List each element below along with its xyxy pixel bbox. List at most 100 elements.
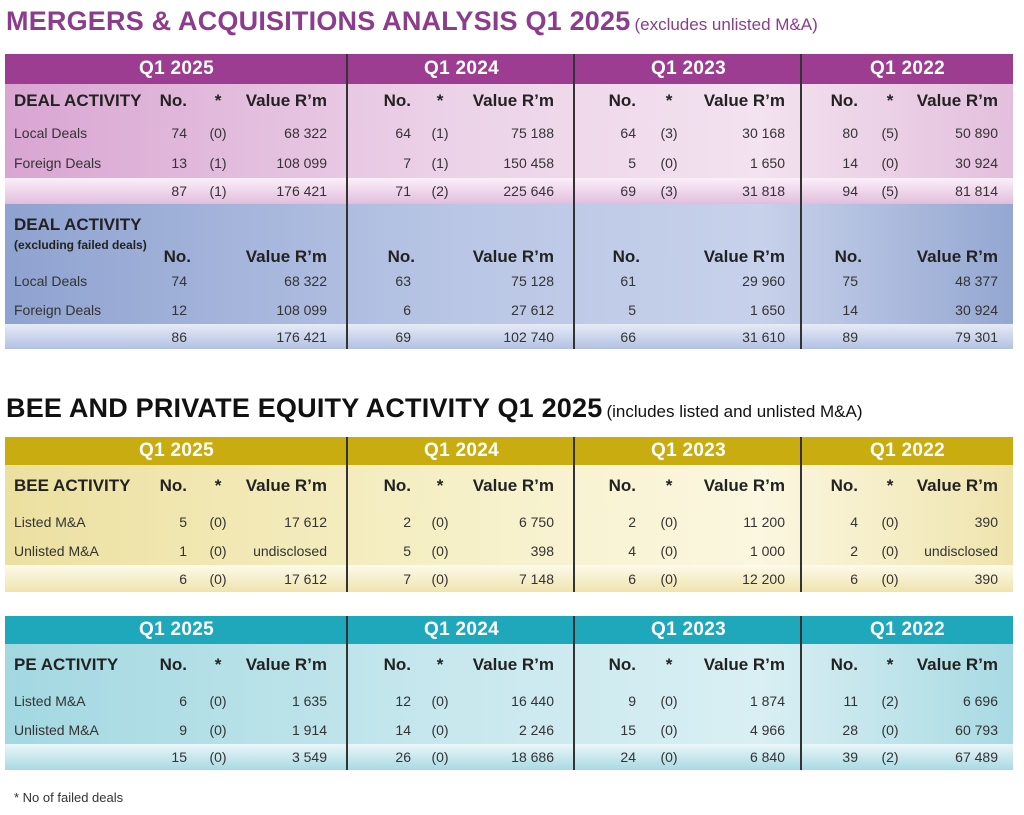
total-value: 176 421 (276, 183, 327, 199)
year-header-row: Q1 2025 Q1 2024 Q1 2023 Q1 2022 (5, 54, 1013, 84)
failed-count: (0) (881, 155, 899, 171)
deal-count: 15 (620, 721, 636, 738)
total-count: 71 (395, 183, 411, 199)
no-header: No. (830, 91, 858, 110)
deal-count: 9 (179, 721, 187, 738)
deal-value: 1 635 (291, 692, 327, 709)
deal-value: 50 890 (955, 125, 998, 141)
section-label: DEAL ACTIVITY (14, 91, 142, 110)
failed-count: (0) (209, 125, 227, 141)
deal-count: 14 (842, 155, 858, 171)
total-count: 6 (179, 570, 187, 587)
failed-count: (0) (209, 721, 227, 738)
failed-count: (0) (660, 721, 678, 738)
deal-count: 75 (842, 272, 858, 289)
value-header: Value R’m (916, 476, 998, 495)
year-label: Q1 2025 (139, 440, 214, 461)
total-count: 39 (842, 749, 858, 765)
failed-header: * (214, 476, 222, 495)
deal-value: 75 128 (511, 272, 554, 289)
deal-count: 2 (850, 542, 858, 559)
row-label: Foreign Deals (14, 301, 102, 318)
failed-count: (1) (431, 155, 449, 171)
total-failed: (0) (209, 749, 227, 765)
year-label: Q1 2023 (651, 440, 726, 461)
value-header: Value R’m (916, 91, 998, 110)
no-header: No. (612, 247, 640, 266)
total-value: 31 818 (742, 183, 785, 199)
value-header: Value R’m (472, 247, 554, 266)
ma-title-note: (excludes unlisted M&A) (634, 15, 818, 34)
deal-value: 68 322 (284, 125, 327, 141)
year-label: Q1 2024 (424, 440, 499, 461)
section-label-sub: (excluding failed deals) (14, 238, 147, 252)
total-value: 31 610 (742, 328, 785, 345)
no-header: No. (383, 91, 411, 110)
deal-value: 1 650 (749, 301, 785, 318)
section-label-main: DEAL ACTIVITY (14, 215, 142, 234)
deal-value: 17 612 (284, 513, 327, 530)
table-row: Unlisted M&A 1 (0) undisclosed 5 (0) 398 4 (0) 1 … (5, 536, 1013, 565)
total-row: 15 (0) 3 549 26 (0) 18 686 24 (0) 6 840 39 (2) 67 4… (5, 744, 1013, 770)
deal-value: 4 966 (749, 721, 785, 738)
footnote: * No of failed deals (14, 790, 124, 805)
deal-value: 16 440 (511, 692, 554, 709)
value-header: Value R’m (703, 655, 785, 674)
failed-count: (0) (431, 513, 449, 530)
failed-count: (2) (881, 692, 899, 709)
failed-header: * (886, 655, 894, 674)
pe-table: Q1 2025 Q1 2024 Q1 2023 Q1 2022 PE ACTIVITY N… (5, 616, 1013, 770)
deal-count: 12 (171, 301, 187, 318)
total-value: 67 489 (955, 749, 998, 765)
row-label: Listed M&A (14, 692, 86, 709)
total-count: 7 (403, 570, 411, 587)
section-label: BEE ACTIVITY (14, 476, 131, 495)
value-header: Value R’m (703, 247, 785, 266)
column-header-row: PE ACTIVITY No. * Value R’m No. * Value R’m No.… (5, 644, 1013, 686)
deal-value: 30 924 (955, 301, 998, 318)
total-row: 86 176 421 69 102 740 66 31 610 89 79 301 (5, 324, 1013, 349)
deal-count: 63 (395, 272, 411, 289)
no-header: No. (159, 655, 187, 674)
total-failed: (5) (881, 183, 899, 199)
total-failed: (0) (660, 749, 678, 765)
ma-title: MERGERS & ACQUISITIONS ANALYSIS Q1 2025(… (6, 6, 818, 37)
year-label: Q1 2025 (139, 619, 214, 640)
row-label: Unlisted M&A (14, 542, 99, 559)
deal-value: 1 874 (749, 692, 785, 709)
deal-value: 75 188 (511, 125, 554, 141)
total-count: 66 (620, 328, 636, 345)
deal-count: 14 (395, 721, 411, 738)
deal-count: 12 (395, 692, 411, 709)
total-count: 69 (620, 183, 636, 199)
deal-count: 74 (171, 272, 187, 289)
table-row: Unlisted M&A 9 (0) 1 914 14 (0) 2 246 15 (0) 4 96… (5, 715, 1013, 744)
deal-count: 7 (403, 155, 411, 171)
total-count: 86 (171, 328, 187, 345)
year-label: Q1 2022 (870, 619, 945, 640)
value-header: Value R’m (703, 91, 785, 110)
section-label-wrap: DEAL ACTIVITY (excluding failed deals) (14, 216, 147, 254)
year-label: Q1 2025 (139, 58, 214, 79)
no-header: No. (608, 91, 636, 110)
failed-count: (0) (660, 513, 678, 530)
deal-count: 2 (403, 513, 411, 530)
deal-count: 64 (395, 125, 411, 141)
value-header: Value R’m (245, 476, 327, 495)
total-failed: (0) (431, 749, 449, 765)
deal-value: 48 377 (955, 272, 998, 289)
failed-header: * (665, 476, 673, 495)
no-header: No. (608, 655, 636, 674)
value-header: Value R’m (245, 655, 327, 674)
value-header: Value R’m (916, 655, 998, 674)
deal-value: 6 750 (518, 513, 554, 530)
total-count: 26 (395, 749, 411, 765)
failed-count: (0) (660, 542, 678, 559)
total-count: 6 (628, 570, 636, 587)
deal-count: 9 (628, 692, 636, 709)
deal-count: 13 (171, 155, 187, 171)
bee-title: BEE AND PRIVATE EQUITY ACTIVITY Q1 2025(… (6, 393, 863, 424)
failed-header: * (436, 655, 444, 674)
failed-count: (0) (431, 721, 449, 738)
failed-count: (5) (881, 125, 899, 141)
